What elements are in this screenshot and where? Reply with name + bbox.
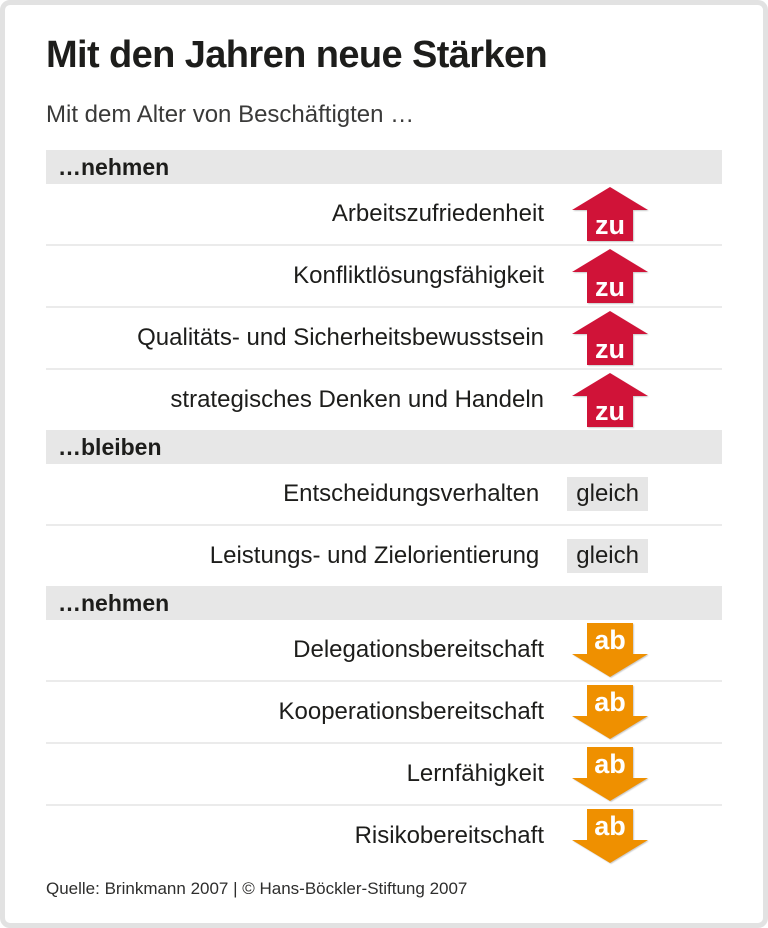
svg-text:zu: zu bbox=[595, 272, 625, 302]
arrow-down-icon: ab bbox=[572, 622, 648, 677]
change-indicator: gleich bbox=[567, 476, 648, 511]
attribute-label: Delegationsbereitschaft bbox=[293, 635, 544, 663]
attribute-row: Risikobereitschaft ab bbox=[46, 803, 722, 866]
section-rows: Arbeitszufriedenheit zu Konfliktlösungsf… bbox=[46, 184, 722, 430]
attribute-row: strategisches Denken und Handeln zu bbox=[46, 367, 722, 430]
attribute-row: Delegationsbereitschaft ab bbox=[46, 620, 722, 680]
section: …bleiben Entscheidungsverhalten gleich L… bbox=[46, 429, 722, 586]
attribute-row: Entscheidungsverhalten gleich bbox=[46, 464, 722, 524]
section-header: …nehmen bbox=[46, 149, 722, 184]
attribute-row: Lernfähigkeit ab bbox=[46, 741, 722, 804]
attribute-row: Arbeitszufriedenheit zu bbox=[46, 184, 722, 244]
attribute-label: Leistungs- und Zielorientierung bbox=[209, 541, 540, 569]
section-header: …bleiben bbox=[46, 429, 722, 464]
change-indicator: ab bbox=[572, 746, 648, 801]
svg-text:zu: zu bbox=[595, 334, 625, 364]
page-title: Mit den Jahren neue Stärken bbox=[46, 34, 548, 76]
change-indicator: ab bbox=[572, 684, 648, 739]
attribute-label: Arbeitszufriedenheit bbox=[331, 199, 544, 227]
arrow-down-icon: ab bbox=[572, 746, 648, 801]
change-indicator: zu bbox=[572, 248, 648, 303]
attribute-label: Risikobereitschaft bbox=[354, 821, 544, 849]
change-indicator: ab bbox=[572, 622, 648, 677]
svg-text:ab: ab bbox=[594, 625, 626, 655]
sections-container: …nehmen Arbeitszufriedenheit zu Konflikt… bbox=[46, 149, 722, 866]
arrow-up-icon: zu bbox=[572, 186, 648, 241]
attribute-row: Leistungs- und Zielorientierung gleich bbox=[46, 523, 722, 586]
svg-text:ab: ab bbox=[594, 811, 626, 841]
change-indicator: ab bbox=[572, 808, 648, 863]
arrow-up-icon: zu bbox=[572, 248, 648, 303]
svg-text:zu: zu bbox=[595, 210, 625, 240]
attribute-row: Kooperationsbereitschaft ab bbox=[46, 679, 722, 742]
arrow-up-icon: zu bbox=[572, 372, 648, 427]
equal-badge: gleich bbox=[567, 476, 648, 511]
subtitle: Mit dem Alter von Beschäftigten … bbox=[46, 100, 415, 128]
attribute-row: Qualitäts- und Sicherheitsbewusstsein zu bbox=[46, 305, 722, 368]
section-header: …nehmen bbox=[46, 585, 722, 620]
attribute-label: Lernfähigkeit bbox=[406, 759, 544, 787]
attribute-label: Qualitäts- und Sicherheitsbewusstsein bbox=[137, 323, 544, 351]
change-indicator: zu bbox=[572, 310, 648, 365]
section-rows: Delegationsbereitschaft ab Kooperationsb… bbox=[46, 620, 722, 866]
source-note: Quelle: Brinkmann 2007 | © Hans-Böckler-… bbox=[46, 878, 468, 898]
arrow-down-icon: ab bbox=[572, 808, 648, 863]
section: …nehmen Arbeitszufriedenheit zu Konflikt… bbox=[46, 149, 722, 430]
arrow-down-icon: ab bbox=[572, 684, 648, 739]
section-rows: Entscheidungsverhalten gleich Leistungs-… bbox=[46, 464, 722, 586]
attribute-label: Kooperationsbereitschaft bbox=[278, 697, 545, 725]
attribute-label: Konfliktlösungsfähigkeit bbox=[293, 261, 544, 289]
svg-text:ab: ab bbox=[594, 687, 626, 717]
equal-badge: gleich bbox=[567, 538, 648, 573]
attribute-row: Konfliktlösungsfähigkeit zu bbox=[46, 243, 722, 306]
arrow-up-icon: zu bbox=[572, 310, 648, 365]
attribute-label: Entscheidungsverhalten bbox=[283, 479, 540, 507]
svg-text:ab: ab bbox=[594, 749, 626, 779]
attribute-label: strategisches Denken und Handeln bbox=[170, 385, 544, 413]
svg-text:zu: zu bbox=[595, 396, 625, 426]
change-indicator: gleich bbox=[567, 538, 648, 573]
change-indicator: zu bbox=[572, 372, 648, 427]
section: …nehmen Delegationsbereitschaft ab Koope… bbox=[46, 585, 722, 866]
change-indicator: zu bbox=[572, 186, 648, 241]
